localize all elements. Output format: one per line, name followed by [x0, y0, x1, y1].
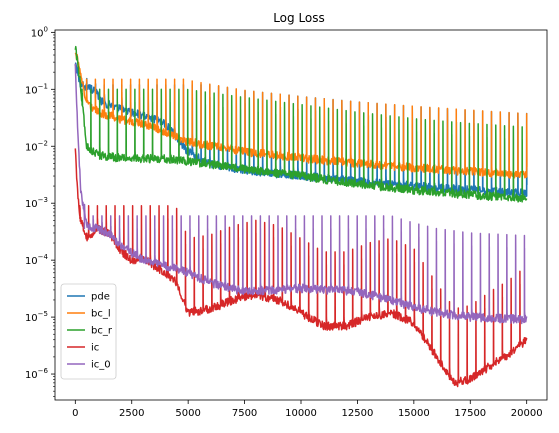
legend-label: ic_0: [91, 360, 111, 371]
x-tick-label: 20000: [511, 408, 543, 419]
x-tick-label: 2500: [119, 408, 144, 419]
legend-label: bc_l: [91, 309, 111, 320]
chart-title: Log Loss: [273, 11, 325, 25]
x-tick-label: 12500: [342, 408, 374, 419]
legend: pde bc_l bc_ric ic_0: [61, 284, 116, 379]
legend-label: ic: [91, 343, 99, 354]
x-tick-label: 15000: [398, 408, 430, 419]
legend-label: pde: [91, 292, 110, 303]
legend-label: bc_r: [91, 326, 113, 337]
x-tick-label: 5000: [175, 408, 200, 419]
x-tick-label: 10000: [285, 408, 317, 419]
x-tick-label: 17500: [454, 408, 486, 419]
x-tick-label: 0: [72, 408, 78, 419]
x-tick-label: 7500: [232, 408, 257, 419]
